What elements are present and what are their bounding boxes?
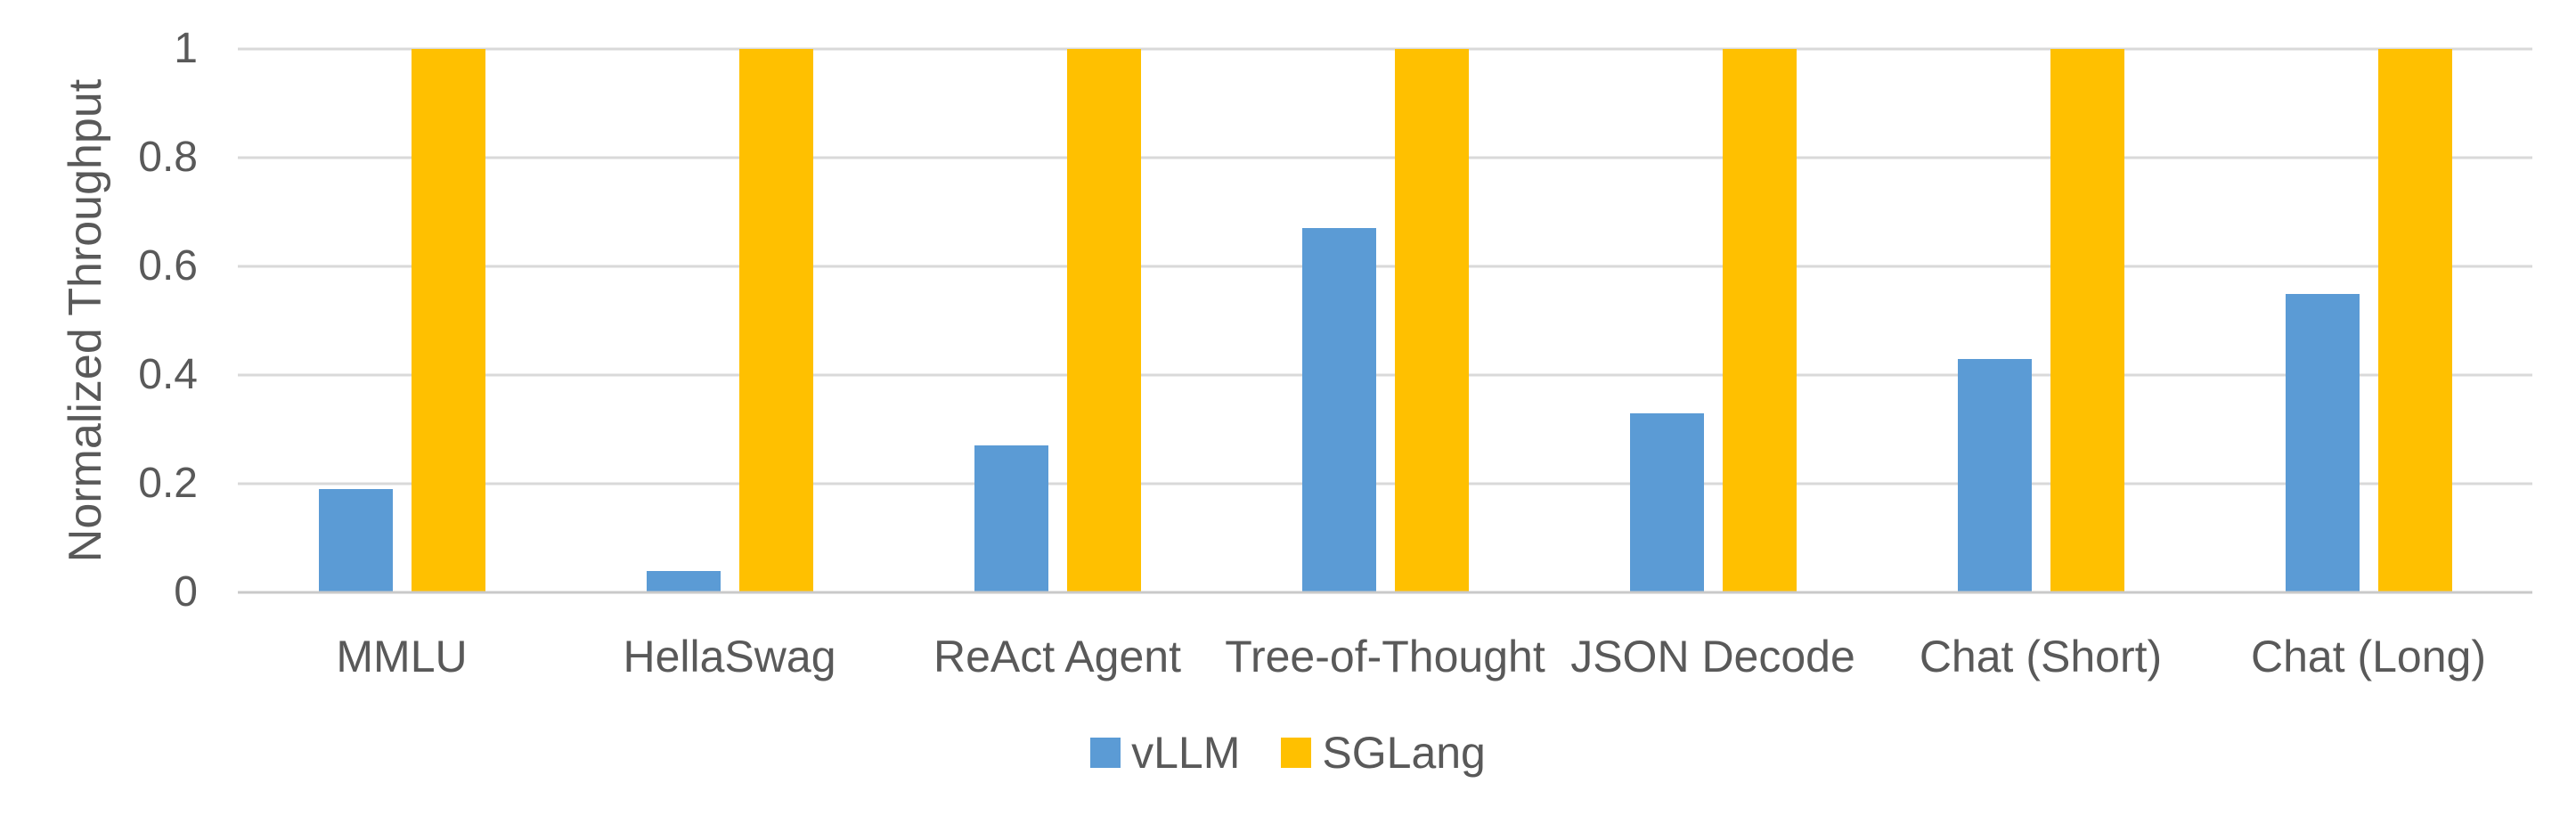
x-axis-label-mmlu: MMLU [336,632,468,681]
bar-vllm-json-decode [1629,412,1704,592]
x-axis-line [238,591,2532,594]
y-tick-label-0: 0 [174,568,198,616]
y-tick-label-0.8: 0.8 [138,134,198,181]
y-tick-label-0.6: 0.6 [138,242,198,290]
bar-vllm-react-agent [974,445,1048,592]
x-axis-label-hellaswag: HellaSwag [623,632,836,681]
y-tick-label-0.2: 0.2 [138,460,198,507]
bar-group-mmlu [238,49,566,592]
bar-group-chat-short [1877,49,2205,592]
bar-sglang-mmlu [411,49,485,592]
legend-item-sglang: SGLang [1281,727,1486,779]
x-axis-label-json-decode: JSON Decode [1570,632,1855,681]
bar-vllm-chat-short [1957,358,2032,592]
gridline-0.2 [238,482,2532,485]
x-axis-label-react-agent: ReAct Agent [933,632,1181,681]
bar-sglang-hellaswag [738,49,813,592]
x-axis-label-chat-short: Chat (Short) [1919,632,2163,681]
gridline-1 [238,47,2532,51]
legend-swatch-vllm [1090,738,1121,768]
bar-vllm-tree-of-thought [1301,228,1376,592]
bar-vllm-hellaswag [646,570,721,592]
bar-vllm-chat-long [2285,293,2360,592]
bar-sglang-json-decode [1722,49,1797,592]
legend-item-vllm: vLLM [1090,727,1240,779]
x-axis-label-chat-long: Chat (Long) [2250,632,2487,681]
legend-label-vllm: vLLM [1131,728,1241,778]
y-tick-label-0.4: 0.4 [138,351,198,398]
bar-sglang-react-agent [1066,49,1141,592]
gridline-0.6 [238,265,2532,268]
legend: vLLM SGLang [0,722,2576,784]
bar-sglang-tree-of-thought [1394,49,1469,592]
plot-area [238,47,2532,594]
y-tick-label-1: 1 [174,25,198,72]
bar-vllm-mmlu [318,489,393,592]
bar-group-tree-of-thought [1221,49,1549,592]
bar-group-json-decode [1549,49,1877,592]
bar-sglang-chat-long [2377,49,2452,592]
gridline-0.8 [238,156,2532,159]
x-axis-label-tree-of-thought: Tree-of-Thought [1225,632,1545,681]
gridline-0.4 [238,373,2532,377]
legend-swatch-sglang [1281,738,1312,768]
bar-group-react-agent [893,49,1221,592]
bar-group-hellaswag [566,49,893,592]
bar-group-chat-long [2205,49,2532,592]
legend-label-sglang: SGLang [1322,728,1486,778]
bar-sglang-chat-short [2050,49,2124,592]
